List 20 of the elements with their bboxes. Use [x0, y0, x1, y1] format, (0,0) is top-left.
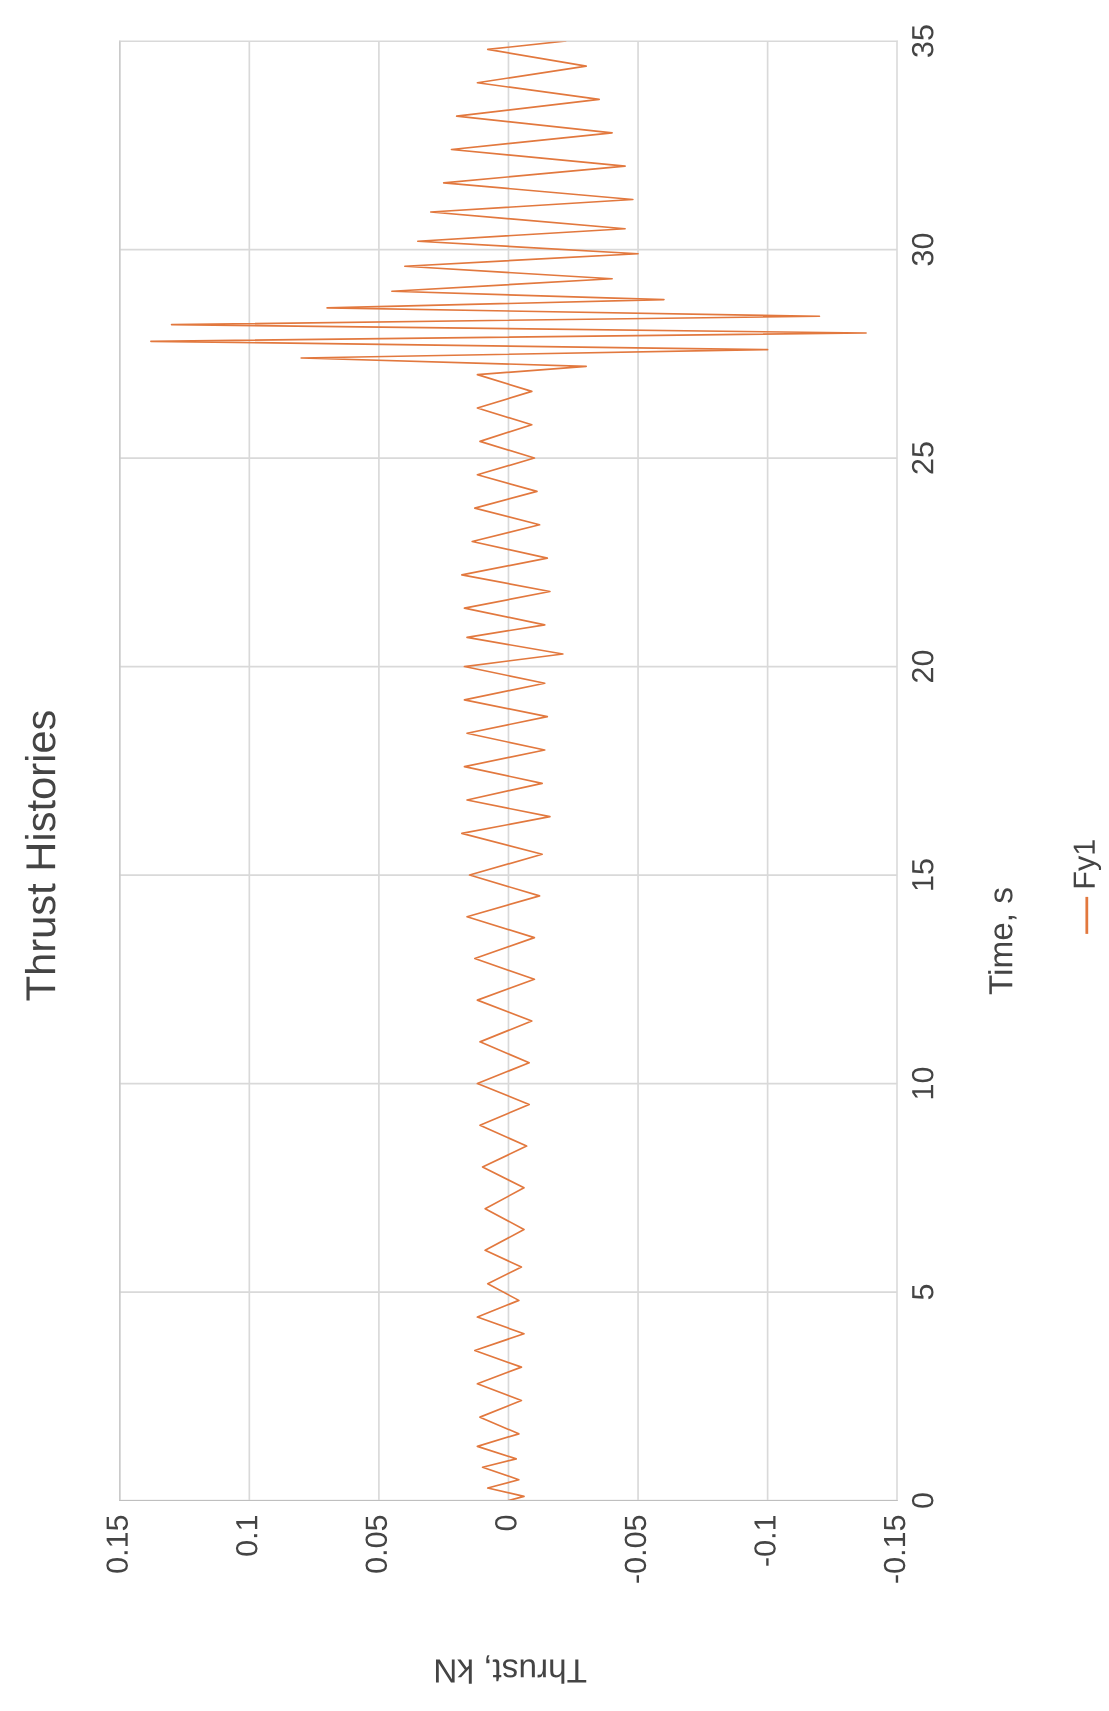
text: Thrust Histories [24, 711, 56, 1001]
x-tick-label: -0.05 [624, 1515, 647, 1583]
y-tick-label: 15 [912, 859, 934, 890]
y-tick-label: 35 [911, 25, 934, 57]
x-tick-label: 0.1 [235, 1515, 258, 1556]
y-tick-label: 0 [911, 1493, 934, 1508]
y-axis-title: Time, s [988, 888, 1017, 995]
x-tick-label: 0.15 [106, 1515, 128, 1573]
x-tick-label: 0.05 [365, 1515, 388, 1573]
text: Fy1 [1073, 840, 1102, 888]
y-tick-label: 25 [911, 442, 934, 474]
x-tick-label: 0 [495, 1515, 517, 1531]
x-tick-label: -0.15 [883, 1515, 906, 1583]
y-tick-label: 5 [912, 1284, 934, 1300]
y-tick-label: 10 [911, 1067, 934, 1099]
x-tick-label: -0.1 [754, 1515, 776, 1566]
line-series [150, 41, 867, 1501]
x-axis-title: Thrust, kN [435, 1655, 587, 1684]
y-tick-label: 20 [911, 650, 934, 683]
y-tick-label: 30 [911, 233, 934, 266]
